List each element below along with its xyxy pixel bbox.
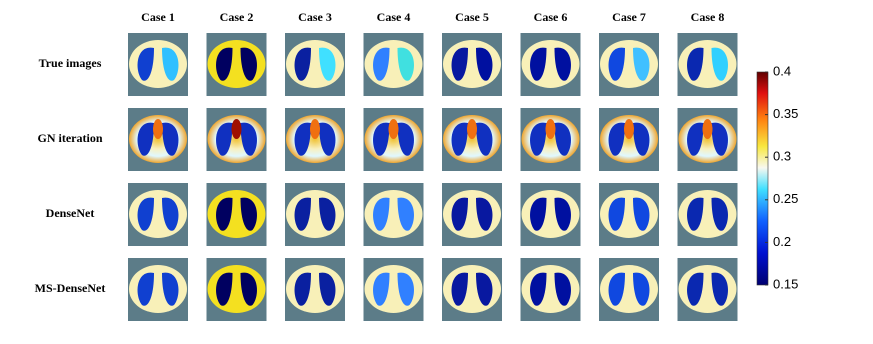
row-label: MS-DenseNet [35, 281, 106, 295]
right-lung [711, 122, 728, 156]
center-hotspot [310, 119, 320, 139]
column-header: Case 1 [141, 10, 175, 24]
right-lung [633, 122, 650, 156]
row-label: True images [39, 56, 102, 70]
right-lung [319, 272, 336, 306]
left-lung [530, 47, 547, 81]
right-lung [476, 272, 493, 306]
column-header: Case 2 [220, 10, 254, 24]
left-lung [451, 122, 468, 156]
left-lung [216, 197, 233, 231]
row-label: DenseNet [46, 206, 95, 220]
left-lung [373, 47, 390, 81]
right-lung [397, 47, 414, 81]
left-lung [216, 47, 233, 81]
column-header: Case 3 [298, 10, 332, 24]
right-lung [554, 197, 571, 231]
left-lung [530, 122, 547, 156]
right-lung [319, 47, 336, 81]
left-lung [530, 197, 547, 231]
colorbar-tick-label: 0.35 [773, 106, 798, 121]
right-lung [476, 47, 493, 81]
left-lung [687, 197, 704, 231]
column-header: Case 6 [534, 10, 568, 24]
colorbar [756, 71, 769, 286]
right-lung [633, 47, 650, 81]
right-lung [397, 122, 414, 156]
right-lung [240, 272, 257, 306]
column-header: Case 5 [455, 10, 489, 24]
left-lung [373, 197, 390, 231]
center-hotspot [467, 119, 477, 139]
left-lung [373, 272, 390, 306]
left-lung [137, 122, 154, 156]
right-lung [554, 122, 571, 156]
left-lung [687, 122, 704, 156]
right-lung [319, 197, 336, 231]
center-hotspot [231, 119, 242, 139]
center-hotspot [545, 119, 556, 139]
left-lung [373, 122, 390, 156]
colorbar-tick-label: 0.3 [773, 149, 791, 164]
right-lung [162, 47, 179, 81]
center-hotspot [624, 119, 634, 139]
left-lung [294, 122, 311, 156]
panels [128, 33, 738, 321]
right-lung [711, 197, 728, 231]
right-lung [711, 272, 728, 306]
left-lung [137, 47, 154, 81]
center-hotspot [388, 119, 399, 139]
right-lung [633, 197, 650, 231]
left-lung [687, 272, 704, 306]
right-lung [711, 47, 728, 81]
left-lung [608, 197, 625, 231]
right-lung [554, 272, 571, 306]
colorbar-tick-label: 0.15 [773, 276, 798, 291]
column-header: Case 4 [377, 10, 411, 24]
left-lung [608, 272, 625, 306]
left-lung [137, 197, 154, 231]
left-lung [608, 47, 625, 81]
right-lung [162, 122, 179, 156]
right-lung [240, 122, 257, 156]
row-label: GN iteration [38, 131, 103, 145]
center-hotspot [702, 119, 713, 139]
left-lung [294, 272, 311, 306]
right-lung [240, 197, 257, 231]
right-lung [476, 122, 493, 156]
right-lung [319, 122, 336, 156]
right-lung [162, 197, 179, 231]
colorbar-tick-label: 0.2 [773, 234, 791, 249]
left-lung [294, 197, 311, 231]
right-lung [554, 47, 571, 81]
right-lung [240, 47, 257, 81]
right-lung [397, 272, 414, 306]
right-lung [162, 272, 179, 306]
column-header: Case 8 [691, 10, 725, 24]
column-header: Case 7 [612, 10, 646, 24]
center-hotspot [153, 119, 163, 139]
left-lung [216, 122, 233, 156]
left-lung [451, 197, 468, 231]
left-lung [137, 272, 154, 306]
right-lung [476, 197, 493, 231]
left-lung [294, 47, 311, 81]
colorbar-tick-label: 0.25 [773, 191, 798, 206]
colorbar-tick-label: 0.4 [773, 63, 791, 78]
left-lung [451, 272, 468, 306]
left-lung [687, 47, 704, 81]
right-lung [397, 197, 414, 231]
left-lung [608, 122, 625, 156]
left-lung [530, 272, 547, 306]
left-lung [451, 47, 468, 81]
left-lung [216, 272, 233, 306]
right-lung [633, 272, 650, 306]
